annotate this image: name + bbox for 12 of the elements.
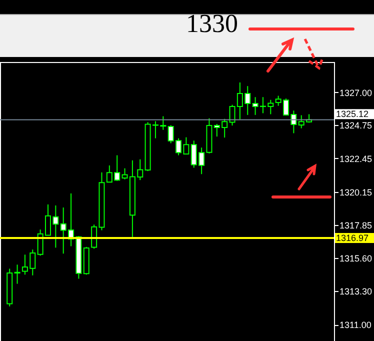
y-tick-label: 1322.45 [340, 154, 372, 164]
y-tick-label: 1320.15 [340, 187, 372, 198]
chart-title: 1330 [185, 9, 239, 39]
y-tick-label: 1315.60 [340, 253, 372, 264]
y-tick-label: 1317.85 [340, 220, 372, 231]
ref-line-label: 1316.97 [336, 232, 369, 243]
y-tick-label: 1327.00 [340, 88, 372, 98]
y-tick-label: 1313.30 [340, 286, 372, 297]
ref-line-label: 1325.12 [336, 109, 369, 120]
y-tick-label: 1324.75 [340, 120, 372, 131]
y-tick-label: 1311.00 [340, 320, 372, 330]
candlestick [14, 264, 20, 284]
